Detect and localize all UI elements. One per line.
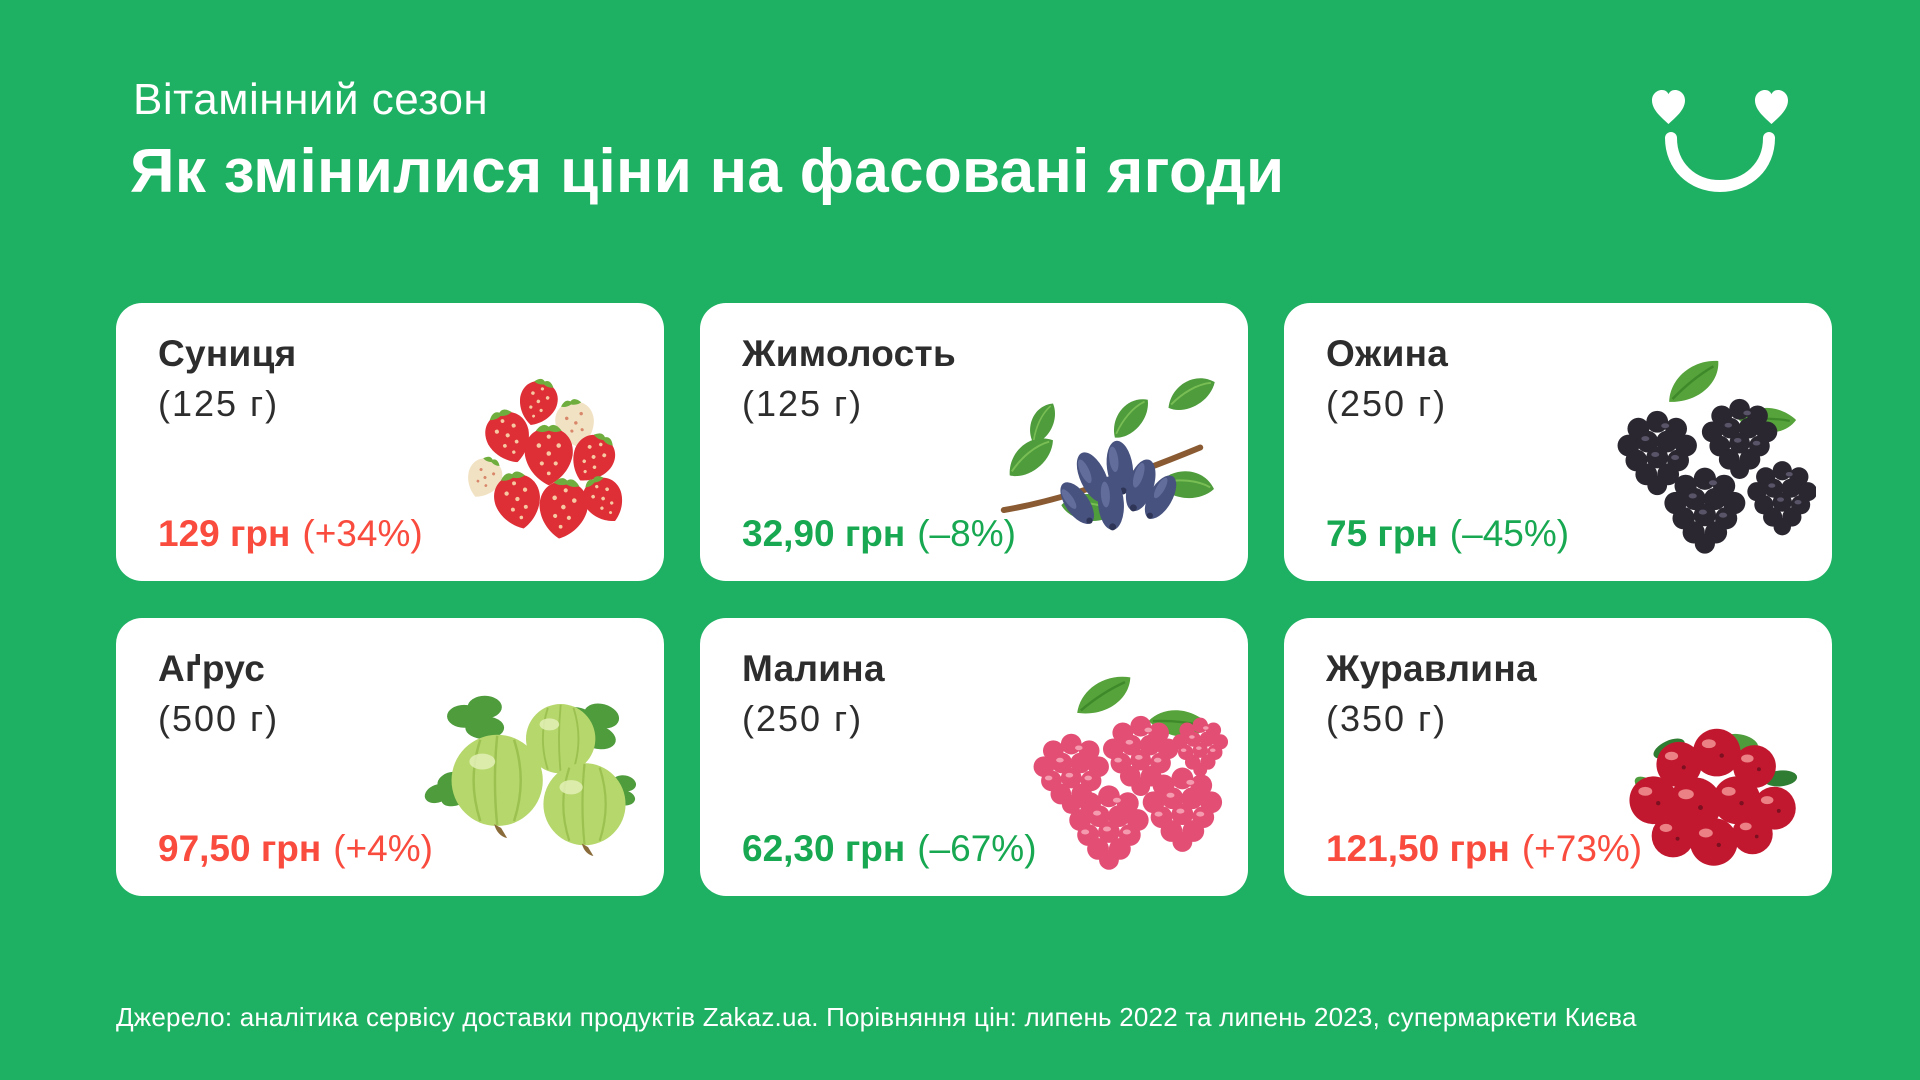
berry-price: 32,90 грн [742, 513, 906, 554]
price-row: 32,90 грн (–8%) [742, 513, 1016, 555]
kicker-text: Вітамінний сезон [133, 75, 489, 124]
price-row: 129 грн (+34%) [158, 513, 423, 555]
price-change: (–45%) [1449, 513, 1570, 554]
berry-price: 75 грн [1326, 513, 1438, 554]
price-change: (+34%) [302, 513, 423, 554]
berry-weight: (250 г) [1326, 383, 1448, 424]
card-blackberry: Ожина (250 г) 75 грн (–45%) [1284, 303, 1832, 581]
price-change: (–8%) [917, 513, 1016, 554]
price-row: 75 грн (–45%) [1326, 513, 1569, 555]
page-title: Як змінилися ціни на фасовані ягоди [130, 137, 1285, 206]
card-honeysuckle: Жимолость (125 г) [700, 303, 1248, 581]
heart-icon [1652, 90, 1685, 124]
berry-name: Ожина [1326, 333, 1449, 374]
berry-weight: (125 г) [742, 383, 864, 424]
smile-arc-icon [1665, 132, 1775, 193]
blackberry-image [1558, 345, 1818, 561]
card-raspberry: Малина (250 г) 62,30 грн (–67%) [700, 618, 1248, 896]
berry-name: Малина [742, 648, 885, 689]
berry-price: 121,50 грн [1326, 828, 1510, 869]
heart-icon [1755, 90, 1788, 124]
wild-strawberry-image [390, 345, 648, 561]
source-note: Джерело: аналітика сервісу доставки прод… [116, 1002, 1637, 1032]
price-row: 97,50 грн (+4%) [158, 828, 433, 870]
card-cranberry: Журавлина (350 г) [1284, 618, 1832, 896]
price-change: (+73%) [1521, 828, 1643, 869]
price-change: (+4%) [333, 828, 433, 869]
berry-weight: (500 г) [158, 698, 280, 739]
card-wild-strawberry: Суниця (125 г) 129 грн (+34%) [116, 303, 664, 581]
berry-price: 129 грн [158, 513, 291, 554]
berry-price: 97,50 грн [158, 828, 322, 869]
price-row: 62,30 грн (–67%) [742, 828, 1037, 870]
price-change: (–67%) [917, 828, 1037, 869]
card-gooseberry: Аґрус (500 г) 97,50 грн (+4%) [116, 618, 664, 896]
berry-name: Суниця [158, 333, 297, 374]
berry-weight: (250 г) [742, 698, 864, 739]
berry-weight: (350 г) [1326, 698, 1448, 739]
berry-name: Журавлина [1326, 648, 1537, 689]
berry-name: Аґрус [158, 648, 266, 689]
berry-weight: (125 г) [158, 383, 280, 424]
berry-price: 62,30 грн [742, 828, 906, 869]
honeysuckle-image [974, 345, 1232, 561]
berry-cards-grid: Суниця (125 г) 129 грн (+34%) [116, 303, 1832, 896]
zakaz-smiley-logo [1650, 88, 1790, 198]
berry-name: Жимолость [742, 333, 957, 374]
price-row: 121,50 грн (+73%) [1326, 828, 1642, 870]
